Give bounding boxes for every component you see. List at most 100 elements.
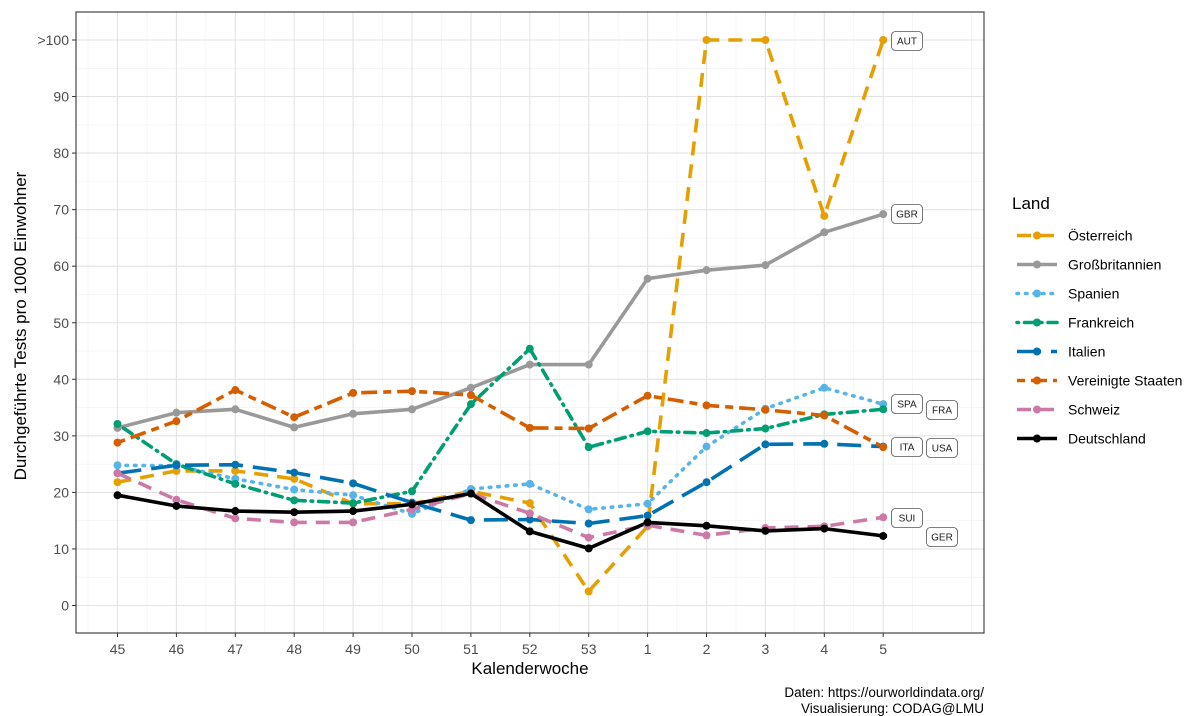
legend-key-point [1033, 260, 1041, 269]
data-point-spa [349, 491, 358, 500]
data-point-fra [113, 419, 122, 428]
data-point-usa [525, 423, 534, 432]
data-point-usa [349, 388, 358, 397]
y-tick-label: 30 [53, 428, 69, 444]
data-point-gbr [231, 405, 240, 414]
data-point-aut [231, 466, 240, 475]
data-point-ger [643, 518, 652, 527]
data-point-fra [290, 496, 299, 505]
x-tick-label: 5 [879, 641, 887, 657]
data-point-usa [820, 411, 829, 420]
data-point-ger [290, 508, 299, 517]
data-point-spa [702, 442, 711, 451]
end-label-box [891, 31, 923, 51]
data-point-ger [408, 500, 416, 509]
data-point-spa [820, 383, 829, 392]
data-point-gbr [702, 266, 711, 275]
x-tick-label: 3 [762, 641, 770, 657]
data-point-ita [172, 461, 181, 470]
end-label-sui: SUI [899, 514, 916, 525]
plot-border [75, 11, 985, 634]
series-line-ger [117, 491, 884, 551]
y-tick-label: 90 [53, 89, 69, 105]
data-point-usa [231, 386, 240, 395]
data-point-fra [879, 405, 888, 414]
x-tick-label: 46 [169, 641, 185, 657]
end-label-box [891, 437, 923, 457]
data-point-aut [702, 36, 711, 44]
caption-source: Daten: https://ourworldindata.org/ [784, 685, 984, 700]
data-point-fra [466, 400, 475, 409]
legend-label: Großbritannien [1068, 257, 1161, 273]
y-tick-label: 80 [53, 145, 69, 161]
data-point-fra [231, 479, 240, 488]
data-point-usa [408, 387, 416, 396]
data-point-fra [643, 427, 652, 436]
data-point-ita [290, 468, 299, 477]
data-point-ger [525, 527, 534, 536]
y-axis-title: Durchgeführte Tests pro 1000 Einwohner [11, 171, 30, 480]
series-line-ita [117, 441, 884, 526]
data-point-usa [466, 391, 475, 400]
data-point-sui [584, 533, 593, 542]
legend-label: Italien [1068, 344, 1105, 360]
end-labels: AUT GBR SPA FRA ITA USA SUI GER [891, 31, 958, 547]
data-point-usa [761, 405, 770, 414]
data-point-aut [584, 587, 593, 596]
data-point-gbr [643, 274, 652, 283]
legend-label: Deutschland [1068, 431, 1146, 447]
x-tick-label: 1 [644, 641, 652, 657]
data-point-sui [290, 518, 299, 527]
data-point-usa [643, 391, 652, 400]
series-line-aut [117, 38, 885, 594]
data-point-aut [761, 36, 770, 44]
end-label-box [891, 394, 923, 414]
data-point-fra [525, 344, 534, 353]
data-point-usa [879, 443, 888, 452]
data-point-sui [231, 514, 240, 523]
data-point-spa [643, 499, 652, 508]
data-point-aut [820, 211, 829, 220]
data-point-sui [172, 495, 181, 504]
data-point-ger [231, 507, 240, 516]
x-tick-label: 52 [522, 641, 538, 657]
data-point-fra [761, 424, 770, 433]
legend-key-point [1033, 289, 1041, 298]
series-line-sui [116, 471, 884, 540]
end-label-usa: USA [932, 444, 953, 455]
legend: Österreich Großbritannien Spanien Frankreic… [1015, 227, 1182, 447]
data-point-sui [879, 513, 888, 522]
series-line-spa [115, 385, 886, 516]
data-point-spa [113, 461, 122, 470]
x-axis-title: Kalenderwoche [471, 659, 588, 678]
x-tick-label: 50 [404, 641, 420, 657]
end-label-box [926, 527, 958, 547]
legend-key-point [1033, 376, 1041, 385]
data-point-sui [349, 518, 358, 527]
data-point-gbr [525, 360, 534, 369]
data-point-ger [113, 491, 122, 500]
data-point-ita [820, 439, 829, 448]
data-point-gbr [584, 360, 593, 369]
data-point-gbr [349, 409, 358, 418]
x-tick-label: 48 [286, 641, 302, 657]
data-point-ita [761, 440, 770, 449]
data-point-ger [349, 507, 358, 516]
x-tick-label: 53 [581, 641, 597, 657]
data-point-ger [702, 521, 711, 530]
x-tick-label: 4 [820, 641, 828, 657]
y-tick-label: 60 [53, 258, 69, 274]
legend-label: Schweiz [1068, 402, 1120, 418]
legend-label: Vereinigte Staaten [1068, 373, 1182, 389]
legend-label: Spanien [1068, 286, 1119, 302]
end-label-box [891, 508, 923, 528]
end-label-ita: ITA [900, 443, 915, 454]
data-point-fra [408, 487, 416, 496]
legend-key-point [1033, 231, 1041, 240]
x-tick-label: 49 [345, 641, 361, 657]
end-label-box [891, 204, 923, 224]
data-point-aut [879, 36, 888, 44]
legend-key-point [1033, 434, 1041, 443]
caption-credit: Visualisierung: CODAG@LMU [801, 701, 984, 716]
data-point-ger [172, 501, 181, 510]
